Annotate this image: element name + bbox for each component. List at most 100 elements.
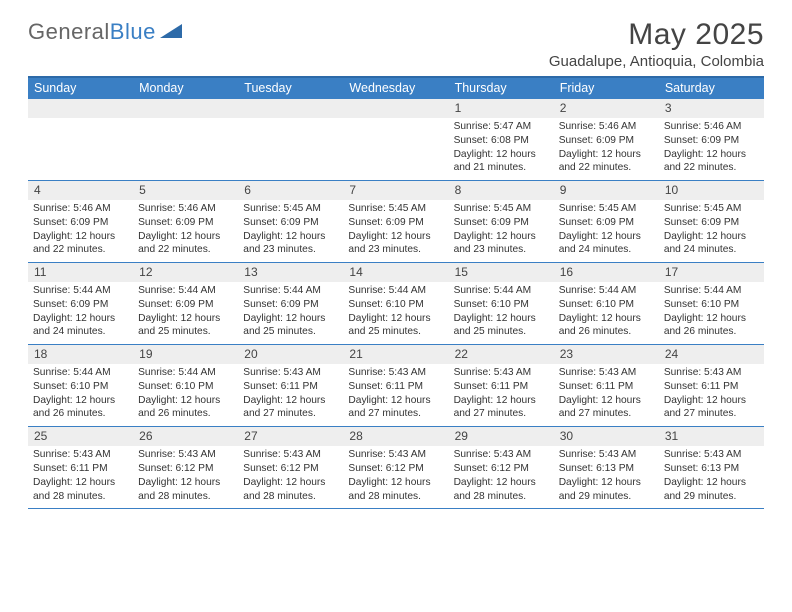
day-cell: 13Sunrise: 5:44 AMSunset: 6:09 PMDayligh… bbox=[238, 263, 343, 344]
day-cell bbox=[343, 99, 448, 180]
day-details: Sunrise: 5:46 AMSunset: 6:09 PMDaylight:… bbox=[554, 118, 659, 180]
day-details: Sunrise: 5:43 AMSunset: 6:12 PMDaylight:… bbox=[133, 446, 238, 508]
day-cell: 15Sunrise: 5:44 AMSunset: 6:10 PMDayligh… bbox=[449, 263, 554, 344]
day-number: 20 bbox=[238, 345, 343, 364]
day-number: 24 bbox=[659, 345, 764, 364]
day-cell: 26Sunrise: 5:43 AMSunset: 6:12 PMDayligh… bbox=[133, 427, 238, 508]
day-cell bbox=[28, 99, 133, 180]
day-details: Sunrise: 5:45 AMSunset: 6:09 PMDaylight:… bbox=[343, 200, 448, 262]
day-details: Sunrise: 5:43 AMSunset: 6:13 PMDaylight:… bbox=[554, 446, 659, 508]
week-row: 11Sunrise: 5:44 AMSunset: 6:09 PMDayligh… bbox=[28, 263, 764, 345]
weekday-header: Wednesday bbox=[343, 78, 448, 99]
day-cell: 28Sunrise: 5:43 AMSunset: 6:12 PMDayligh… bbox=[343, 427, 448, 508]
day-details: Sunrise: 5:43 AMSunset: 6:11 PMDaylight:… bbox=[28, 446, 133, 508]
day-number: 8 bbox=[449, 181, 554, 200]
brand-part2: Blue bbox=[110, 19, 156, 45]
day-cell: 21Sunrise: 5:43 AMSunset: 6:11 PMDayligh… bbox=[343, 345, 448, 426]
day-number: 27 bbox=[238, 427, 343, 446]
day-cell: 17Sunrise: 5:44 AMSunset: 6:10 PMDayligh… bbox=[659, 263, 764, 344]
day-cell: 3Sunrise: 5:46 AMSunset: 6:09 PMDaylight… bbox=[659, 99, 764, 180]
day-number: 19 bbox=[133, 345, 238, 364]
day-cell: 4Sunrise: 5:46 AMSunset: 6:09 PMDaylight… bbox=[28, 181, 133, 262]
day-number: 26 bbox=[133, 427, 238, 446]
day-number: 9 bbox=[554, 181, 659, 200]
day-number: 31 bbox=[659, 427, 764, 446]
day-number: 18 bbox=[28, 345, 133, 364]
day-details: Sunrise: 5:45 AMSunset: 6:09 PMDaylight:… bbox=[659, 200, 764, 262]
day-details: Sunrise: 5:43 AMSunset: 6:11 PMDaylight:… bbox=[343, 364, 448, 426]
day-cell: 6Sunrise: 5:45 AMSunset: 6:09 PMDaylight… bbox=[238, 181, 343, 262]
day-details: Sunrise: 5:45 AMSunset: 6:09 PMDaylight:… bbox=[554, 200, 659, 262]
empty-day bbox=[343, 99, 448, 118]
weekday-header: Saturday bbox=[659, 78, 764, 99]
weekday-header: Monday bbox=[133, 78, 238, 99]
day-cell: 11Sunrise: 5:44 AMSunset: 6:09 PMDayligh… bbox=[28, 263, 133, 344]
weeks-container: 1Sunrise: 5:47 AMSunset: 6:08 PMDaylight… bbox=[28, 99, 764, 509]
day-cell: 5Sunrise: 5:46 AMSunset: 6:09 PMDaylight… bbox=[133, 181, 238, 262]
weekday-header: Thursday bbox=[449, 78, 554, 99]
logo-triangle-icon bbox=[160, 20, 184, 46]
day-details: Sunrise: 5:44 AMSunset: 6:10 PMDaylight:… bbox=[449, 282, 554, 344]
weekday-header-row: SundayMondayTuesdayWednesdayThursdayFrid… bbox=[28, 78, 764, 99]
day-number: 3 bbox=[659, 99, 764, 118]
empty-day bbox=[238, 99, 343, 118]
day-number: 4 bbox=[28, 181, 133, 200]
day-details: Sunrise: 5:44 AMSunset: 6:09 PMDaylight:… bbox=[133, 282, 238, 344]
month-title: May 2025 bbox=[549, 18, 764, 52]
day-details: Sunrise: 5:43 AMSunset: 6:13 PMDaylight:… bbox=[659, 446, 764, 508]
day-details: Sunrise: 5:43 AMSunset: 6:12 PMDaylight:… bbox=[343, 446, 448, 508]
day-number: 21 bbox=[343, 345, 448, 364]
day-details: Sunrise: 5:43 AMSunset: 6:11 PMDaylight:… bbox=[238, 364, 343, 426]
day-cell: 2Sunrise: 5:46 AMSunset: 6:09 PMDaylight… bbox=[554, 99, 659, 180]
day-cell: 16Sunrise: 5:44 AMSunset: 6:10 PMDayligh… bbox=[554, 263, 659, 344]
day-number: 15 bbox=[449, 263, 554, 282]
day-cell: 7Sunrise: 5:45 AMSunset: 6:09 PMDaylight… bbox=[343, 181, 448, 262]
location-text: Guadalupe, Antioquia, Colombia bbox=[549, 53, 764, 70]
day-cell: 27Sunrise: 5:43 AMSunset: 6:12 PMDayligh… bbox=[238, 427, 343, 508]
day-cell: 29Sunrise: 5:43 AMSunset: 6:12 PMDayligh… bbox=[449, 427, 554, 508]
day-cell: 14Sunrise: 5:44 AMSunset: 6:10 PMDayligh… bbox=[343, 263, 448, 344]
day-number: 10 bbox=[659, 181, 764, 200]
day-number: 22 bbox=[449, 345, 554, 364]
brand-logo: GeneralBlue bbox=[28, 18, 184, 46]
calendar-page: GeneralBlue May 2025 Guadalupe, Antioqui… bbox=[0, 0, 792, 509]
day-cell: 20Sunrise: 5:43 AMSunset: 6:11 PMDayligh… bbox=[238, 345, 343, 426]
day-cell bbox=[238, 99, 343, 180]
day-cell: 8Sunrise: 5:45 AMSunset: 6:09 PMDaylight… bbox=[449, 181, 554, 262]
week-row: 1Sunrise: 5:47 AMSunset: 6:08 PMDaylight… bbox=[28, 99, 764, 181]
day-number: 25 bbox=[28, 427, 133, 446]
day-cell: 25Sunrise: 5:43 AMSunset: 6:11 PMDayligh… bbox=[28, 427, 133, 508]
day-cell: 1Sunrise: 5:47 AMSunset: 6:08 PMDaylight… bbox=[449, 99, 554, 180]
empty-day bbox=[28, 99, 133, 118]
day-number: 29 bbox=[449, 427, 554, 446]
day-number: 30 bbox=[554, 427, 659, 446]
day-number: 2 bbox=[554, 99, 659, 118]
week-row: 18Sunrise: 5:44 AMSunset: 6:10 PMDayligh… bbox=[28, 345, 764, 427]
title-block: May 2025 Guadalupe, Antioquia, Colombia bbox=[549, 18, 764, 70]
weekday-header: Sunday bbox=[28, 78, 133, 99]
day-details: Sunrise: 5:43 AMSunset: 6:12 PMDaylight:… bbox=[449, 446, 554, 508]
day-cell: 31Sunrise: 5:43 AMSunset: 6:13 PMDayligh… bbox=[659, 427, 764, 508]
day-cell: 9Sunrise: 5:45 AMSunset: 6:09 PMDaylight… bbox=[554, 181, 659, 262]
day-cell: 23Sunrise: 5:43 AMSunset: 6:11 PMDayligh… bbox=[554, 345, 659, 426]
day-cell: 10Sunrise: 5:45 AMSunset: 6:09 PMDayligh… bbox=[659, 181, 764, 262]
day-details: Sunrise: 5:45 AMSunset: 6:09 PMDaylight:… bbox=[449, 200, 554, 262]
day-details: Sunrise: 5:44 AMSunset: 6:09 PMDaylight:… bbox=[28, 282, 133, 344]
day-details: Sunrise: 5:46 AMSunset: 6:09 PMDaylight:… bbox=[659, 118, 764, 180]
day-number: 12 bbox=[133, 263, 238, 282]
brand-part1: General bbox=[28, 19, 110, 45]
day-number: 14 bbox=[343, 263, 448, 282]
day-cell: 12Sunrise: 5:44 AMSunset: 6:09 PMDayligh… bbox=[133, 263, 238, 344]
day-number: 6 bbox=[238, 181, 343, 200]
day-number: 13 bbox=[238, 263, 343, 282]
day-details: Sunrise: 5:46 AMSunset: 6:09 PMDaylight:… bbox=[133, 200, 238, 262]
day-details: Sunrise: 5:45 AMSunset: 6:09 PMDaylight:… bbox=[238, 200, 343, 262]
day-details: Sunrise: 5:44 AMSunset: 6:10 PMDaylight:… bbox=[133, 364, 238, 426]
day-cell: 24Sunrise: 5:43 AMSunset: 6:11 PMDayligh… bbox=[659, 345, 764, 426]
day-details: Sunrise: 5:44 AMSunset: 6:10 PMDaylight:… bbox=[28, 364, 133, 426]
day-number: 5 bbox=[133, 181, 238, 200]
day-number: 11 bbox=[28, 263, 133, 282]
day-cell: 22Sunrise: 5:43 AMSunset: 6:11 PMDayligh… bbox=[449, 345, 554, 426]
header: GeneralBlue May 2025 Guadalupe, Antioqui… bbox=[28, 18, 764, 70]
day-details: Sunrise: 5:44 AMSunset: 6:09 PMDaylight:… bbox=[238, 282, 343, 344]
